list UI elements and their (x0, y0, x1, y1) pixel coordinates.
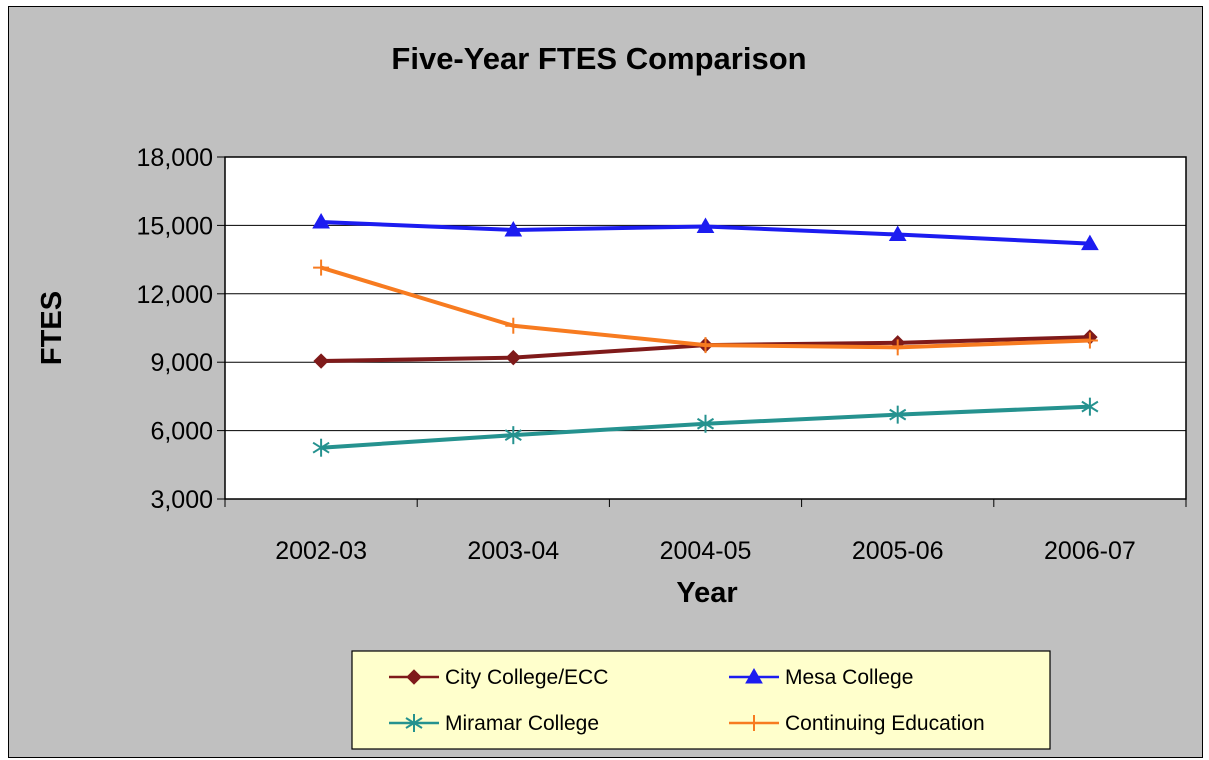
star-marker (889, 405, 907, 424)
x-tick-label: 2005-06 (852, 537, 944, 565)
plus-marker (746, 715, 762, 731)
star-marker (312, 438, 330, 457)
chart-frame: Five-Year FTES Comparison 3,000 6,000 9,00… (8, 6, 1203, 758)
legend-box (351, 650, 1051, 750)
chart-title: Five-Year FTES Comparison (391, 41, 806, 76)
star-marker (504, 426, 522, 445)
triangle-marker (888, 225, 907, 242)
star-marker (1081, 397, 1099, 416)
line-chart: Five-Year FTES Comparison 3,000 6,000 9,00… (36, 41, 1187, 750)
diamond-marker (406, 669, 422, 685)
x-tick-label: 2004-05 (660, 537, 752, 565)
y-tick-label: 18,000 (137, 144, 213, 172)
x-tick-label: 2006-07 (1044, 537, 1136, 565)
diamond-marker (313, 353, 329, 369)
x-tick-label: 2003-04 (467, 537, 559, 565)
triangle-marker (504, 220, 523, 237)
plus-marker (313, 259, 330, 276)
legend: City College/ECC Mesa College Miramar Coll… (351, 650, 1051, 750)
star-marker (696, 414, 715, 433)
y-tick-label: 12,000 (137, 281, 213, 309)
y-tick-label: 15,000 (137, 212, 213, 240)
diamond-marker (505, 349, 522, 366)
legend-label: Miramar College (445, 712, 599, 735)
legend-label: Continuing Education (785, 712, 985, 735)
plus-marker (889, 339, 906, 356)
y-tick-label: 3,000 (150, 486, 213, 514)
plus-marker (1081, 332, 1098, 349)
legend-label: Mesa College (785, 666, 913, 689)
triangle-marker (312, 212, 330, 229)
plus-marker (505, 317, 522, 334)
triangle-marker (696, 217, 715, 234)
legend-label: City College/ECC (445, 666, 608, 689)
plot-area: 3,000 6,000 9,000 12,000 15,000 18,000 2002-03… (137, 144, 1187, 565)
y-axis-title: FTES (36, 291, 68, 365)
x-axis-title: Year (676, 577, 737, 609)
y-tick-label: 9,000 (150, 349, 213, 377)
star-marker (405, 714, 423, 732)
plus-marker (697, 337, 714, 354)
x-tick-label: 2002-03 (275, 537, 367, 565)
triangle-marker (1081, 234, 1099, 251)
y-tick-label: 6,000 (150, 418, 213, 446)
triangle-marker (745, 667, 763, 684)
plot-background (224, 156, 1187, 500)
